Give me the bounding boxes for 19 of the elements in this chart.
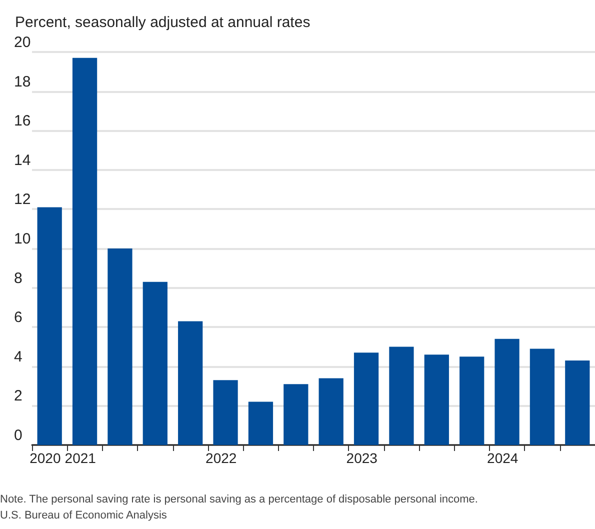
y-tick-label: 0: [14, 427, 22, 444]
y-axis-title: Percent, seasonally adjusted at annual rates: [15, 14, 310, 31]
text: U.S. Bureau of Economic Analysis: [0, 510, 168, 522]
y-tick-label: 20: [14, 34, 31, 51]
y-tick-label: 6: [14, 309, 22, 326]
x-tick-label: 2020: [30, 450, 61, 466]
text: Note. The personal saving rate is personal saving as a percentage of disposable personal income.: [0, 494, 478, 506]
y-tick-label: 8: [14, 270, 22, 287]
x-tick-label: 2021: [64, 450, 96, 466]
x-tick-label: 2024: [487, 450, 518, 466]
y-tick-label: 16: [14, 112, 31, 130]
x-tick-label: 2022: [206, 450, 237, 466]
y-tick-label: 18: [14, 73, 31, 90]
x-tick-label: 2023: [346, 450, 378, 466]
y-tick-label: 10: [14, 230, 31, 248]
y-tick-label: 2: [14, 388, 22, 405]
y-tick-label: 14: [14, 152, 31, 169]
y-tick-label: 4: [14, 348, 22, 366]
y-tick-label: 12: [14, 191, 31, 208]
